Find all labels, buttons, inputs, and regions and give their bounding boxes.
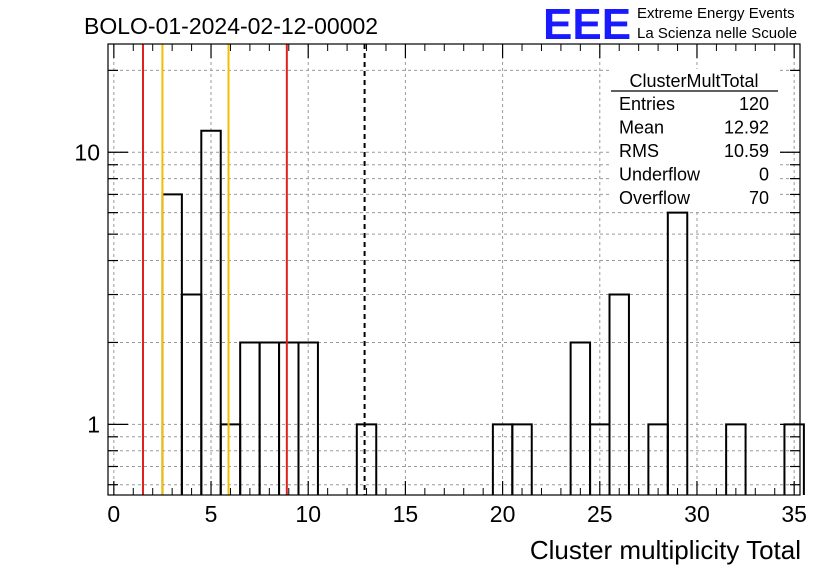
histogram-bin (278, 341, 300, 495)
histogram-bin (200, 129, 222, 495)
histogram-bin (297, 341, 319, 495)
stats-box: ClusterMultTotal Entries 120 Mean 12.92 RMS 1… (611, 69, 778, 209)
histogram-bin (355, 423, 378, 495)
histogram-bin (511, 423, 533, 495)
stats-row-value: 0 (759, 165, 769, 185)
x-tick-label: 5 (205, 501, 218, 527)
x-tick-label: 35 (781, 501, 807, 527)
x-tick-label: 30 (684, 501, 710, 527)
x-tick-label: 25 (587, 501, 613, 527)
stats-row-label: Mean (619, 118, 664, 138)
logo-line-1: Extreme Energy Events (637, 5, 795, 22)
y-tick-label: 10 (74, 139, 100, 165)
cut-lines (141, 44, 366, 495)
stats-row-label: Overflow (619, 188, 691, 208)
y-tick-label: 1 (87, 411, 100, 437)
logo-line-2: La Scienza nelle Scuole (637, 25, 797, 42)
stats-row-label: Underflow (619, 165, 701, 185)
histogram-bin (608, 293, 630, 495)
stats-title: ClusterMultTotal (629, 71, 758, 91)
x-axis-label: Cluster multiplicity Total (530, 535, 801, 565)
eee-logo: EEE (543, 0, 631, 49)
run-title: BOLO-01-2024-02-12-00002 (84, 13, 378, 39)
stats-row-label: Entries (619, 94, 675, 114)
histogram-bin (180, 293, 203, 495)
stats-row-value: 120 (739, 94, 769, 114)
stats-row-value: 10.59 (724, 141, 769, 161)
x-tick-label: 0 (107, 501, 120, 527)
histogram-bin (239, 341, 261, 495)
y-axis-ticks: 1 10 (74, 69, 800, 486)
x-tick-label: 20 (490, 501, 516, 527)
x-tick-label: 15 (393, 501, 419, 527)
histogram-bin (258, 341, 281, 495)
histogram-bin (647, 423, 669, 495)
histogram-bin (666, 211, 689, 495)
histogram-bin (569, 341, 592, 495)
plot-frame (107, 43, 801, 496)
stats-row-label: RMS (619, 141, 659, 161)
x-axis-ticks: 0 5 10 15 20 25 30 35 (107, 44, 807, 527)
stats-row-value: 12.92 (724, 118, 769, 138)
histogram-bin (161, 193, 183, 495)
x-tick-label: 10 (295, 501, 321, 527)
stats-row-value: 70 (749, 188, 769, 208)
histogram-bin (725, 423, 747, 495)
